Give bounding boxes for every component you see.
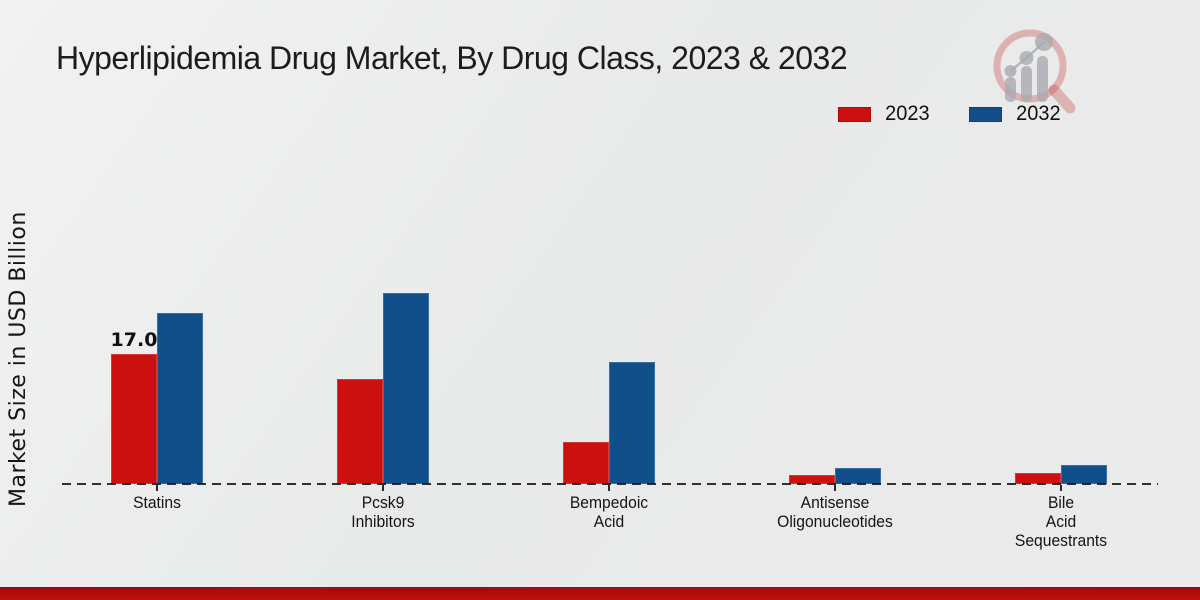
chart-title: Hyperlipidemia Drug Market, By Drug Clas… [56,40,848,76]
bar-group-3 [563,361,655,484]
legend-swatch-2032 [968,106,1002,122]
bar-group-2 [337,292,429,484]
x-axis-category-label: Bempedoic Acid [569,493,649,531]
magnifier-bar-chart-logo-icon [993,29,1076,114]
legend-item-2032: 2032 [968,102,1062,126]
x-axis-tick [608,485,610,491]
x-axis-category-label: Pcsk9 Inhibitors [351,493,415,531]
legend-item-2023: 2023 [838,102,931,126]
bar-group-4 [789,467,881,484]
bar-group-5 [1015,464,1107,484]
x-axis-ticks [0,485,1200,493]
bar-2023-cat1 [111,354,157,484]
bar-2023-cat3 [563,441,609,484]
x-axis-tick [382,485,384,491]
bar-2023-cat2 [337,379,383,484]
legend-label-2032: 2032 [1015,102,1061,125]
legend-label-2023: 2023 [885,102,930,125]
bar-2032-cat4 [835,467,881,484]
zero-baseline [62,483,1158,485]
bar-group-1: 17.0 [110,312,203,484]
legend-swatch-2023 [838,106,871,122]
x-axis-category-label: Antisense Oligonucleotides [777,493,893,531]
bar-2023-cat5 [1015,473,1061,484]
x-axis-tick [1060,485,1062,491]
bottom-accent-band [0,587,1200,600]
legend: 2023 2032 [838,102,1061,126]
x-axis-tick [156,485,158,491]
bar-2023-cat4 [789,474,835,484]
bar-value-label: 17.0 [110,329,158,351]
x-axis-category-label: Bile Acid Sequestrants [1014,493,1108,550]
x-axis-tick [834,485,836,491]
bar-2032-cat2 [383,292,429,484]
bar-2032-cat1 [157,312,203,484]
bar-2032-cat3 [609,361,655,484]
bar-2032-cat5 [1061,464,1107,484]
plot-area: 17.0 [110,292,1107,484]
x-axis-category-label: Statins [133,493,181,512]
